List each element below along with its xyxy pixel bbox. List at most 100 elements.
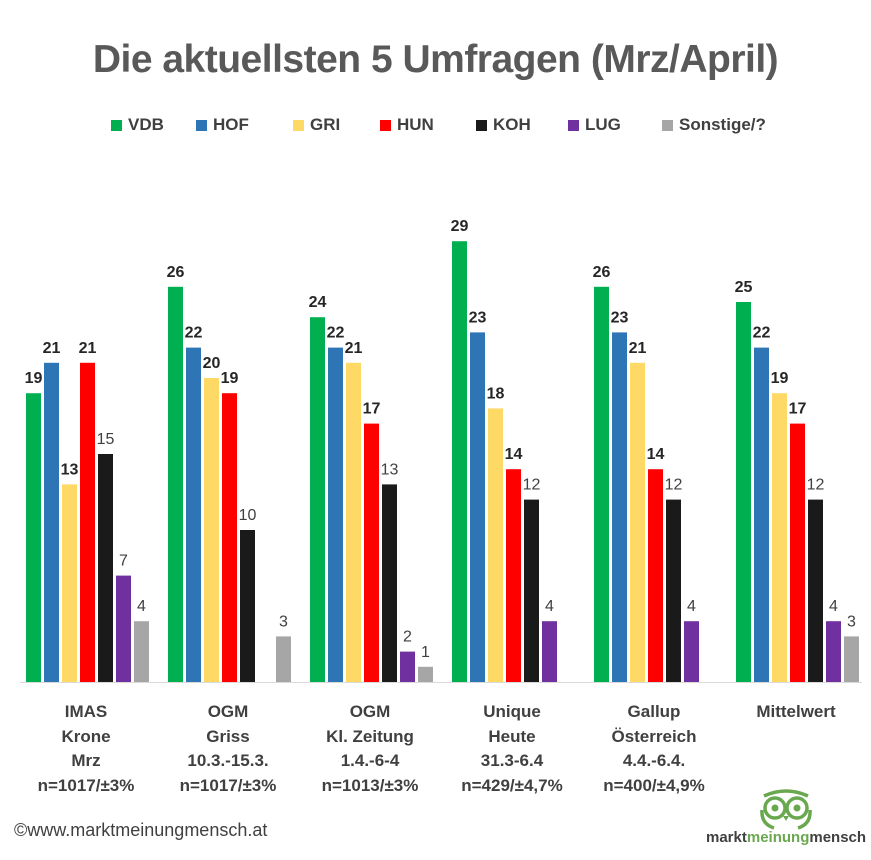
legend-swatch bbox=[662, 119, 673, 131]
bar bbox=[204, 378, 219, 682]
category-label-line: n=1017/±3% bbox=[37, 775, 135, 795]
legend-label: VDB bbox=[128, 115, 164, 134]
logo-wordmark: marktmeinungmensch bbox=[706, 829, 866, 846]
data-label: 24 bbox=[309, 294, 327, 311]
data-label: 2 bbox=[403, 629, 412, 646]
category-label-line: Kl. Zeitung bbox=[326, 726, 414, 746]
legend-swatch bbox=[568, 119, 579, 131]
bar bbox=[240, 530, 255, 682]
data-label: 23 bbox=[611, 309, 629, 326]
data-label: 3 bbox=[279, 613, 288, 630]
bar bbox=[506, 469, 521, 682]
data-label: 1 bbox=[421, 644, 430, 661]
bar bbox=[754, 347, 769, 682]
data-label: 4 bbox=[687, 598, 696, 615]
data-label: 22 bbox=[753, 325, 771, 342]
legend-label: HOF bbox=[213, 115, 249, 134]
data-label: 29 bbox=[451, 218, 469, 235]
category-label-line: Unique bbox=[483, 702, 541, 721]
bar bbox=[382, 484, 397, 682]
bar bbox=[26, 393, 41, 682]
bar bbox=[418, 666, 433, 682]
data-label: 4 bbox=[137, 598, 146, 615]
category-label-line: Heute bbox=[488, 726, 536, 746]
bar bbox=[168, 286, 183, 682]
bar bbox=[346, 362, 361, 682]
category-label-line: 4.4.-6.4. bbox=[622, 751, 686, 770]
data-label: 26 bbox=[167, 264, 185, 281]
bar bbox=[790, 423, 805, 682]
bar bbox=[134, 621, 149, 682]
bar bbox=[364, 423, 379, 682]
category-label-line: Gallup bbox=[627, 702, 681, 721]
legend-label: LUG bbox=[585, 115, 621, 134]
legend-swatch bbox=[196, 119, 207, 131]
bar bbox=[470, 332, 485, 682]
bar bbox=[826, 621, 841, 682]
data-label: 22 bbox=[327, 325, 345, 342]
data-label: 25 bbox=[735, 279, 753, 296]
data-label: 18 bbox=[487, 385, 505, 402]
bar bbox=[648, 469, 663, 682]
category-label: OGM Kl. Zeitung 1.4.-6-4 n=1013/±3% bbox=[295, 700, 445, 798]
bar bbox=[736, 302, 751, 682]
data-label: 15 bbox=[97, 431, 115, 448]
legend-item: GRI bbox=[293, 114, 340, 136]
legend-swatch bbox=[293, 119, 304, 131]
brand-logo: marktmeinungmensch bbox=[706, 788, 866, 850]
bar bbox=[276, 636, 291, 682]
legend-label: KOH bbox=[493, 115, 531, 134]
data-label: 14 bbox=[647, 446, 665, 463]
category-label-line: Österreich bbox=[611, 726, 697, 746]
data-label: 12 bbox=[523, 477, 541, 494]
data-label: 4 bbox=[829, 598, 838, 615]
data-label: 19 bbox=[771, 370, 789, 387]
category-label-line: OGM bbox=[207, 702, 249, 721]
legend-label: HUN bbox=[397, 115, 434, 134]
category-label-line: n=1017/±3% bbox=[179, 775, 277, 795]
data-label: 22 bbox=[185, 325, 203, 342]
legend-swatch bbox=[476, 119, 487, 131]
logo-text-mid: meinung bbox=[746, 829, 810, 846]
legend-swatch bbox=[111, 119, 122, 131]
bar bbox=[400, 651, 415, 682]
data-label: 20 bbox=[203, 355, 221, 372]
bar bbox=[62, 484, 77, 682]
category-label-line: 1.4.-6-4 bbox=[340, 751, 400, 770]
legend-item: Sonstige/? bbox=[662, 114, 766, 136]
legend-item: LUG bbox=[568, 114, 621, 136]
bar bbox=[222, 393, 237, 682]
data-label: 26 bbox=[593, 264, 611, 281]
bar bbox=[844, 636, 859, 682]
legend-label: Sonstige/? bbox=[679, 115, 766, 134]
data-label: 3 bbox=[847, 613, 856, 630]
data-label: 13 bbox=[381, 461, 399, 478]
bar bbox=[594, 286, 609, 682]
data-label: 19 bbox=[25, 370, 43, 387]
category-label-line: IMAS bbox=[64, 702, 108, 721]
category-label-line: OGM bbox=[349, 702, 391, 721]
data-label: 21 bbox=[629, 340, 647, 357]
logo-text-left: markt bbox=[706, 829, 747, 846]
data-label: 13 bbox=[61, 461, 79, 478]
category-label-line: n=1013/±3% bbox=[321, 775, 419, 795]
category-label-line: 31.3-6.4 bbox=[480, 751, 544, 770]
data-label: 17 bbox=[789, 401, 807, 418]
owl-logo-icon bbox=[760, 789, 812, 830]
data-label: 12 bbox=[665, 477, 683, 494]
bar bbox=[630, 362, 645, 682]
legend-swatch bbox=[380, 119, 391, 131]
category-label: Mittelwert bbox=[721, 700, 871, 725]
bar bbox=[666, 499, 681, 682]
data-label: 19 bbox=[221, 370, 239, 387]
bar bbox=[772, 393, 787, 682]
legend-item: HOF bbox=[196, 114, 249, 136]
bar bbox=[310, 317, 325, 682]
bar bbox=[328, 347, 343, 682]
data-label: 17 bbox=[363, 401, 381, 418]
bar bbox=[116, 575, 131, 682]
category-label: IMAS Krone Mrz n=1017/±3% bbox=[11, 700, 161, 798]
bar bbox=[542, 621, 557, 682]
bar bbox=[98, 454, 113, 682]
copyright-text[interactable]: ©www.marktmeinungmensch.at bbox=[14, 820, 268, 840]
